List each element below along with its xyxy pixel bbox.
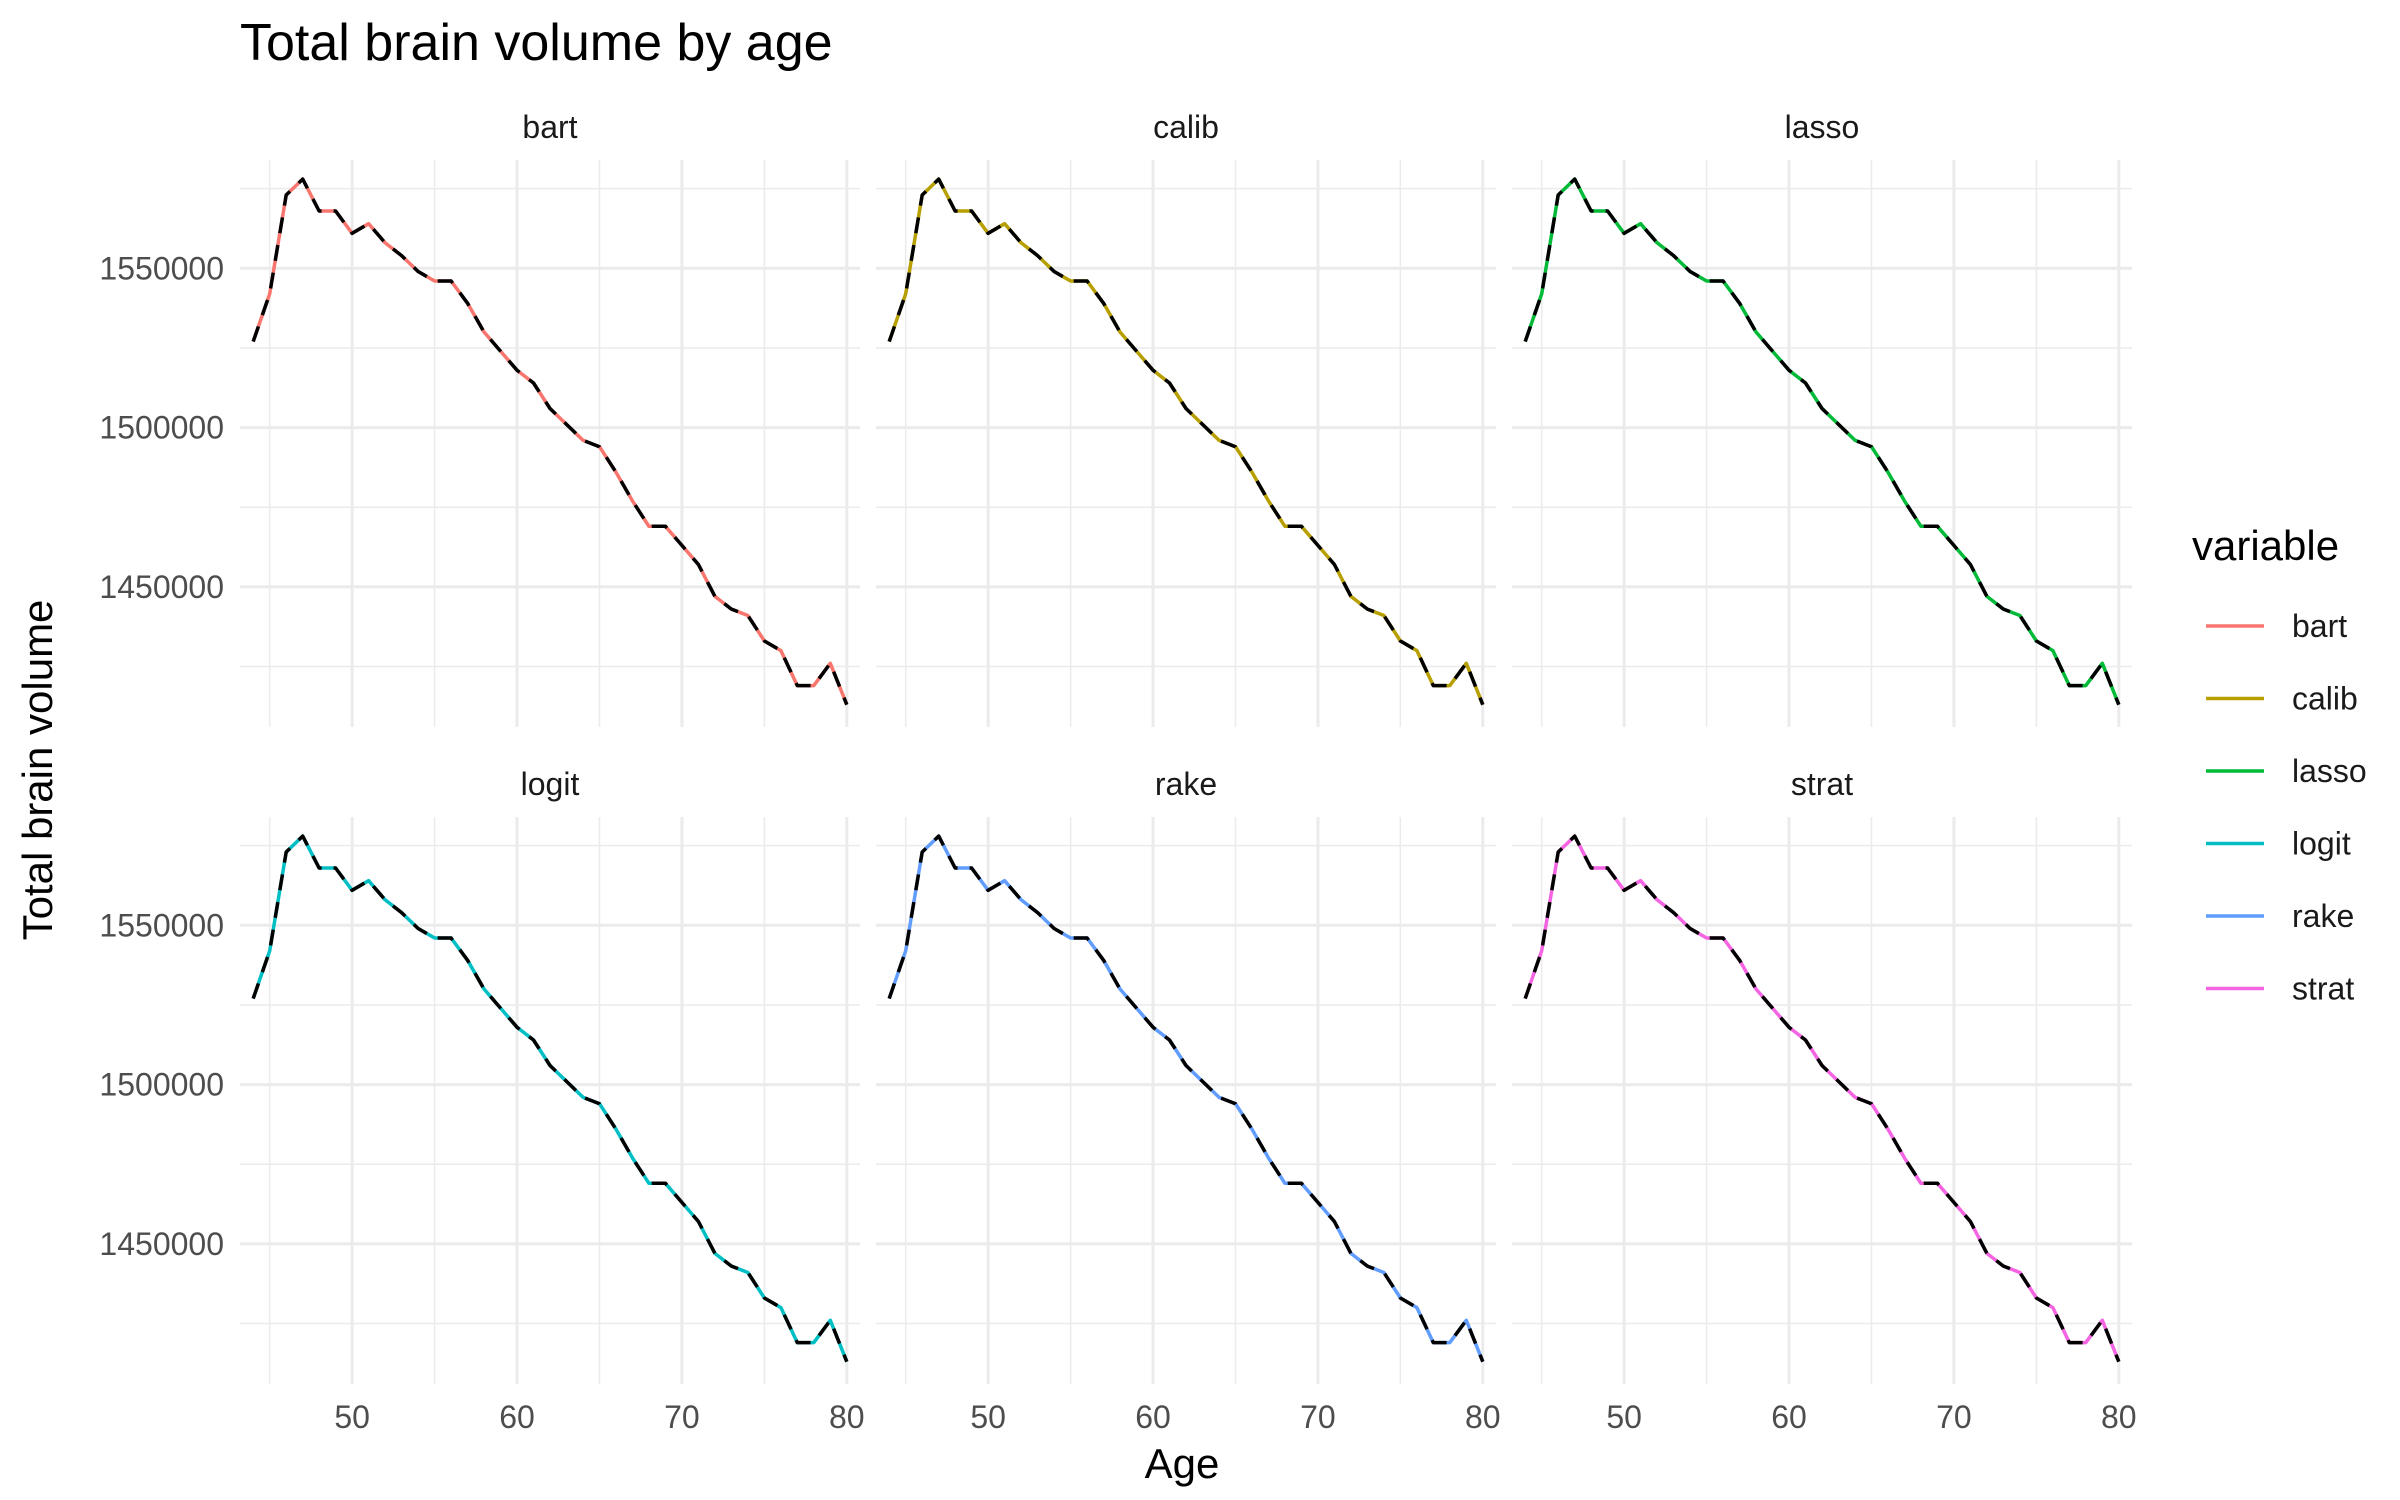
series-line-logit	[251, 834, 849, 1363]
x-tick-label: 60	[1771, 1399, 1807, 1435]
y-tick-label: 1450000	[99, 569, 224, 605]
facet-strip-label: logit	[521, 766, 580, 802]
legend: variable bart calib lasso logit rake strat	[2192, 522, 2367, 1007]
facet-panel-lasso: lasso	[1512, 109, 2132, 727]
facet-strip-label: lasso	[1785, 109, 1860, 145]
y-axis-title: Total brain volume	[14, 600, 61, 941]
y-tick-label: 1550000	[99, 250, 224, 286]
facet-panel-strat: strat 50 60 70 80	[1512, 766, 2137, 1435]
y-tick-label: 1500000	[99, 1067, 224, 1103]
legend-item-lasso: lasso	[2206, 753, 2367, 789]
facet-strip-label: strat	[1791, 766, 1853, 802]
legend-item-rake: rake	[2206, 898, 2354, 934]
y-tick-label: 1450000	[99, 1226, 224, 1262]
legend-label: rake	[2292, 898, 2354, 934]
x-tick-label: 50	[334, 1399, 370, 1435]
x-tick-label: 80	[829, 1399, 865, 1435]
legend-label: lasso	[2292, 753, 2367, 789]
facet-strip-label: rake	[1155, 766, 1217, 802]
reference-dashed-line	[251, 834, 849, 1363]
legend-label: calib	[2292, 681, 2358, 717]
reference-dashed-line	[1523, 177, 2121, 706]
y-tick-label: 1500000	[99, 410, 224, 446]
legend-item-calib: calib	[2206, 681, 2358, 717]
legend-item-logit: logit	[2206, 826, 2351, 862]
facet-panels: bart 1450000 1500000 1550000 calib lasso logit…	[99, 109, 2136, 1435]
chart-title: Total brain volume by age	[240, 14, 833, 72]
series-line-strat	[1523, 834, 2121, 1363]
reference-dashed-line	[1523, 834, 2121, 1363]
x-tick-label: 70	[664, 1399, 700, 1435]
x-tick-label: 60	[1135, 1399, 1171, 1435]
series-line-lasso	[1523, 177, 2121, 706]
legend-item-strat: strat	[2206, 971, 2354, 1007]
x-tick-label: 70	[1936, 1399, 1972, 1435]
reference-dashed-line	[887, 177, 1485, 706]
x-tick-label: 60	[499, 1399, 535, 1435]
facet-panel-bart: bart 1450000 1500000 1550000	[99, 109, 860, 727]
reference-dashed-line	[251, 177, 849, 706]
facet-panel-calib: calib	[876, 109, 1496, 727]
legend-label: strat	[2292, 971, 2354, 1007]
legend-title: variable	[2192, 522, 2339, 569]
series-line-rake	[887, 834, 1485, 1363]
facet-strip-label: bart	[522, 109, 577, 145]
x-axis-title: Age	[1145, 1440, 1220, 1487]
reference-dashed-line	[887, 834, 1485, 1363]
x-tick-label: 50	[1606, 1399, 1642, 1435]
x-tick-label: 80	[2101, 1399, 2137, 1435]
y-tick-label: 1550000	[99, 907, 224, 943]
series-line-bart	[251, 177, 849, 706]
series-line-calib	[887, 177, 1485, 706]
facet-strip-label: calib	[1153, 109, 1219, 145]
legend-label: logit	[2292, 826, 2351, 862]
legend-label: bart	[2292, 608, 2347, 644]
x-tick-label: 70	[1300, 1399, 1336, 1435]
facet-panel-logit: logit 1450000 1500000 1550000 50 60 70 80	[99, 766, 864, 1435]
facet-panel-rake: rake 50 60 70 80	[876, 766, 1501, 1435]
legend-item-bart: bart	[2206, 608, 2347, 644]
x-tick-label: 50	[970, 1399, 1006, 1435]
x-tick-label: 80	[1465, 1399, 1501, 1435]
